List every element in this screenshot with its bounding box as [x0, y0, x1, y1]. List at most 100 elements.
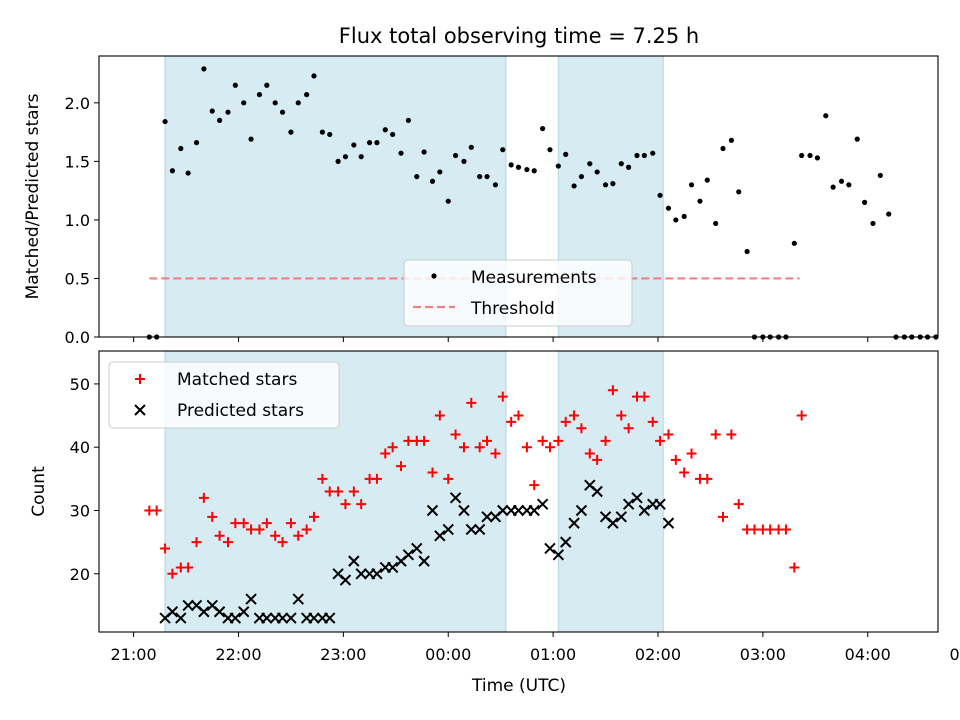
x-axis-label: Time (UTC) [471, 676, 566, 696]
measurement-point [531, 168, 537, 174]
predicted-star-marker [339, 574, 352, 586]
legend-predicted-marker [134, 404, 146, 416]
predicted-star-marker [213, 606, 226, 618]
matched-star-marker [419, 435, 430, 446]
predicted-star-marker [371, 568, 383, 580]
matched-star-marker [647, 416, 658, 427]
legend-measurement-marker [431, 273, 437, 279]
predicted-star-marker [285, 612, 297, 624]
matched-star-marker [151, 505, 162, 516]
measurement-point [342, 154, 349, 160]
matched-star-marker [607, 385, 618, 396]
measurement-point [264, 82, 270, 88]
x-tick-label: 21:00 [111, 645, 157, 664]
matched-star-marker [160, 543, 171, 554]
matched-star-marker [616, 410, 627, 421]
measurement-point [358, 154, 364, 160]
measurement-point [295, 100, 301, 106]
measurement-point [256, 92, 263, 98]
predicted-star-marker [638, 504, 651, 517]
measurement-point [641, 152, 647, 159]
measurement-point [578, 173, 585, 180]
y-tick-label: 0.5 [65, 269, 90, 288]
y-axis-label: Matched/Predicted stars [23, 93, 43, 299]
measurement-point [311, 73, 317, 79]
matched-star-marker [482, 435, 493, 446]
matched-star-marker [222, 537, 233, 548]
measurement-point [673, 217, 679, 223]
matched-star-marker [663, 429, 674, 440]
x-tick-label: 01:00 [530, 645, 576, 664]
predicted-star-marker [238, 606, 250, 618]
measurement-point [484, 173, 490, 180]
predicted-star-marker [662, 517, 675, 529]
predicted-star-marker [348, 555, 360, 567]
matched-star-marker [506, 416, 517, 427]
measurement-point [688, 182, 695, 188]
matched-star-marker [238, 518, 249, 529]
matched-star-marker [371, 473, 382, 484]
count-panel: 20 30 40 50 Count Matched stars Predicted star… [29, 350, 939, 637]
predicted-star-marker [411, 542, 423, 555]
matched-star-marker [198, 492, 209, 503]
x-tick-label: 04:00 [845, 645, 891, 664]
matched-star-marker [749, 524, 760, 535]
predicted-star-marker [175, 612, 187, 624]
y-tick-label: 40 [70, 438, 90, 457]
y-tick-label: 20 [70, 565, 90, 584]
measurement-point [162, 118, 168, 125]
measurement-point [327, 131, 333, 138]
measurement-point [823, 113, 829, 119]
matched-star-marker [497, 391, 508, 402]
predicted-star-marker [292, 593, 304, 605]
measurement-point [877, 172, 883, 179]
matched-star-marker [655, 435, 666, 446]
measurement-point [587, 161, 593, 167]
predicted-star-marker [276, 612, 289, 624]
legend-label-threshold: Threshold [470, 299, 555, 319]
matched-star-marker [207, 511, 218, 522]
measurement-point [720, 145, 726, 152]
matched-star-marker [396, 461, 407, 472]
measurement-point [515, 164, 522, 170]
matched-star-marker [270, 530, 281, 541]
matched-star-marker [301, 524, 312, 535]
measurement-point [335, 158, 341, 164]
predicted-star-marker [622, 498, 635, 510]
matched-star-marker [670, 454, 681, 465]
matched-star-marker [308, 511, 319, 522]
predicted-star-marker [308, 612, 320, 624]
x-tick-label: 23:00 [320, 645, 366, 664]
predicted-star-marker [229, 612, 242, 624]
x-tick-label: 22:00 [215, 645, 261, 664]
measurement-point [178, 145, 184, 152]
predicted-star-marker [261, 612, 273, 624]
matched-star-marker [348, 486, 359, 497]
measurement-point [390, 131, 396, 138]
predicted-star-marker [607, 517, 619, 529]
measurement-point [351, 142, 357, 148]
measurement-point [366, 140, 373, 146]
matched-star-marker [600, 435, 611, 446]
predicted-star-marker [458, 504, 470, 517]
measurement-point [650, 150, 656, 156]
predicted-star-marker [568, 517, 580, 529]
measurement-point [209, 108, 215, 114]
matched-star-marker [733, 499, 744, 510]
measurement-point [492, 182, 499, 188]
measurement-point [665, 205, 672, 211]
x-axis-ticks: 21:00 22:00 23:00 00:00 01:00 02:00 03:00 04:00… [111, 645, 960, 664]
legend-label-measurements: Measurements [471, 268, 597, 288]
measurement-point [500, 147, 506, 153]
y-tick-label: 0.0 [65, 328, 90, 347]
y-tick-label: 50 [70, 375, 90, 394]
matched-star-marker [254, 524, 265, 535]
matched-star-marker [710, 429, 721, 440]
measurement-point [445, 198, 451, 204]
measurement-point [508, 162, 514, 168]
predicted-star-marker [402, 549, 415, 561]
matched-star-marker [317, 473, 328, 484]
ratio-panel: 0.0 0.5 1.0 1.5 2.0 Matched/Predicted stars Me… [23, 55, 939, 347]
matched-star-marker [623, 423, 634, 434]
measurement-point [571, 183, 577, 189]
